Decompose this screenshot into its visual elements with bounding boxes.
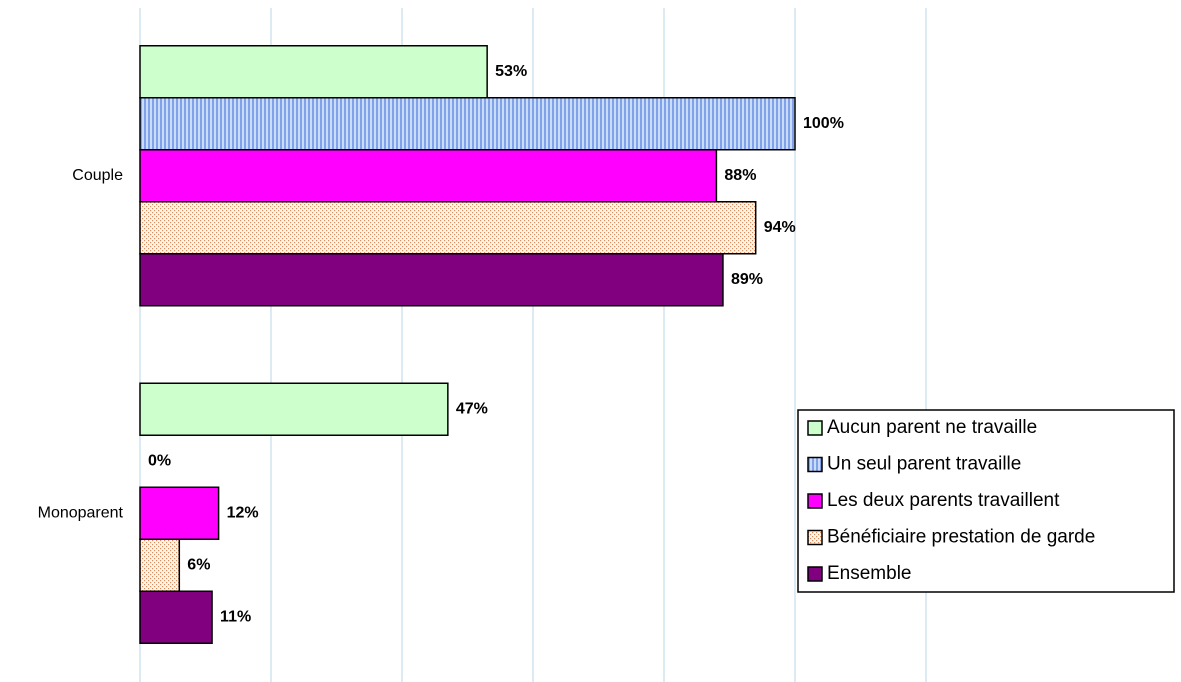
legend-label: Bénéficiaire prestation de garde — [827, 527, 1095, 548]
value-label: 100% — [803, 115, 844, 132]
category-label: Monoparent — [38, 504, 124, 521]
bar — [139, 538, 181, 592]
value-label: 89% — [731, 271, 763, 288]
category-label: Couple — [72, 167, 123, 184]
value-label: 53% — [495, 63, 527, 80]
value-label: 0% — [148, 452, 171, 469]
value-label: 6% — [187, 556, 210, 573]
value-label: 11% — [220, 608, 251, 625]
bar — [139, 382, 449, 436]
bar — [139, 486, 220, 540]
bar — [139, 201, 757, 255]
bar — [139, 253, 724, 307]
bar — [139, 45, 488, 99]
legend-label: Les deux parents travaillent — [827, 490, 1060, 511]
value-label: 12% — [227, 504, 259, 521]
legend-label: Ensemble — [827, 563, 912, 584]
legend-label: Aucun parent ne travaille — [827, 417, 1037, 438]
bar — [139, 97, 796, 151]
value-label: 47% — [456, 400, 488, 417]
bar — [139, 590, 213, 644]
legend-swatch — [807, 493, 823, 509]
legend-swatch — [807, 529, 823, 546]
legend-box — [797, 409, 1175, 593]
value-label: 94% — [764, 219, 796, 236]
legend-swatch — [807, 456, 823, 473]
legend-label: Un seul parent travaille — [827, 454, 1021, 475]
legend-swatch — [807, 420, 823, 436]
bar — [139, 149, 718, 203]
value-label: 88% — [724, 167, 756, 184]
legend-swatch — [807, 566, 823, 582]
